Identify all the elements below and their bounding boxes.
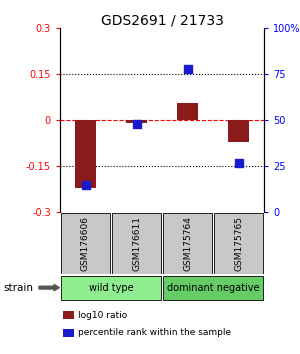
Text: GSM176611: GSM176611 <box>132 216 141 271</box>
Title: GDS2691 / 21733: GDS2691 / 21733 <box>100 13 224 27</box>
Point <box>185 66 190 72</box>
Bar <box>61 213 110 274</box>
Bar <box>61 276 161 299</box>
Bar <box>126 120 147 124</box>
Bar <box>214 213 263 274</box>
Text: wild type: wild type <box>89 282 133 293</box>
Text: GSM175765: GSM175765 <box>234 216 243 271</box>
Bar <box>163 276 263 299</box>
Text: GSM176606: GSM176606 <box>81 216 90 271</box>
Text: dominant negative: dominant negative <box>167 282 259 293</box>
Point <box>134 121 139 127</box>
Point <box>83 182 88 188</box>
Text: strain: strain <box>3 282 33 293</box>
Bar <box>228 120 249 142</box>
Point <box>236 160 241 166</box>
Bar <box>177 103 198 120</box>
Text: GSM175764: GSM175764 <box>183 216 192 271</box>
Bar <box>75 120 96 188</box>
Text: percentile rank within the sample: percentile rank within the sample <box>78 328 231 337</box>
Bar <box>163 213 212 274</box>
Text: log10 ratio: log10 ratio <box>78 310 127 320</box>
Bar <box>112 213 161 274</box>
